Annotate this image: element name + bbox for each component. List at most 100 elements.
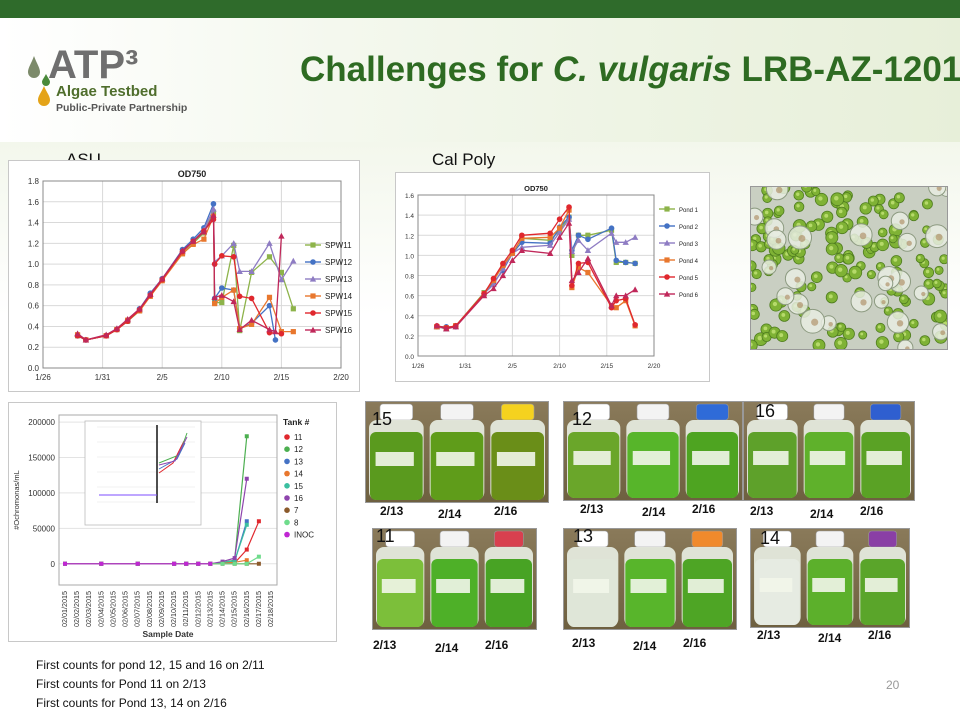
- bottle-date-label: 2/14: [438, 507, 462, 521]
- top-bar: [0, 0, 960, 18]
- title-tail: LRB-AZ-1201: [731, 50, 960, 89]
- data-point: [99, 561, 104, 566]
- data-point: [124, 315, 131, 322]
- algae-cell-highlight: [934, 280, 938, 285]
- data-point: [102, 331, 110, 338]
- algae-cell-highlight: [779, 333, 784, 338]
- legend-label: SPW14: [325, 292, 353, 301]
- algae-cell-highlight: [845, 255, 850, 260]
- algae-cell: [801, 187, 813, 193]
- legend-marker: [310, 310, 316, 316]
- x-tick-label: 02/04/2015: [96, 591, 105, 627]
- algae-cell-highlight: [876, 206, 880, 210]
- algae-cell-highlight: [893, 258, 898, 262]
- data-point: [509, 257, 516, 264]
- data-point: [248, 317, 255, 323]
- cell-inclusion: [828, 321, 833, 327]
- algae-cell-highlight: [815, 342, 821, 347]
- y-tick-label: 0.8: [405, 274, 414, 281]
- algae-cell-highlight: [890, 236, 894, 240]
- x-tick-label: 2/10: [214, 373, 230, 382]
- bottle-label-tape: [436, 579, 470, 593]
- algae-cell-highlight: [836, 255, 840, 259]
- data-point: [575, 264, 582, 271]
- data-point: [290, 257, 297, 264]
- algae-cell: [751, 339, 758, 349]
- data-point: [244, 522, 249, 527]
- algae-cell-highlight: [926, 281, 930, 285]
- data-point: [290, 306, 296, 312]
- legend-label: SPW16: [325, 326, 353, 335]
- data-point: [82, 336, 90, 343]
- data-point: [546, 250, 554, 256]
- data-point: [585, 236, 591, 243]
- y-tick-label: 50000: [33, 524, 56, 533]
- algae-cell-highlight: [844, 275, 848, 279]
- algae-cell-highlight: [754, 271, 758, 275]
- chart-title: OD750: [524, 184, 548, 193]
- legend-label: SPW11: [325, 241, 352, 250]
- y-tick-label: 1.6: [405, 193, 414, 200]
- x-tick-label: 02/02/2015: [72, 591, 81, 627]
- data-point: [220, 559, 225, 564]
- cell-inclusion: [881, 300, 886, 305]
- legend-label: SPW13: [325, 275, 353, 284]
- legend-label: Pond 5: [679, 276, 699, 282]
- algae-cell-highlight: [890, 200, 895, 205]
- algae-cell-highlight: [917, 256, 921, 259]
- data-point: [556, 216, 563, 222]
- bottle-date-label: 2/16: [692, 502, 716, 516]
- data-point: [632, 322, 638, 328]
- legend-title: Tank #: [283, 417, 310, 427]
- x-tick-label: 02/05/2015: [108, 591, 117, 627]
- data-point: [135, 561, 140, 566]
- bottle-label-tape: [573, 579, 610, 593]
- bottle-date-label: 2/14: [435, 641, 459, 655]
- y-tick-label: 0.2: [28, 343, 40, 352]
- data-point: [278, 232, 285, 239]
- bottle-label-tape: [381, 579, 416, 593]
- legend-label: SPW15: [325, 309, 353, 318]
- data-point: [575, 232, 582, 239]
- cell-inclusion: [899, 219, 905, 225]
- cell-inclusion: [906, 240, 912, 246]
- bottle-cap: [815, 530, 845, 548]
- data-point: [172, 561, 177, 566]
- legend-marker: [284, 495, 290, 501]
- algae-cell-highlight: [751, 242, 754, 247]
- bottle-label-tape: [687, 579, 724, 593]
- y-tick-label: 0: [51, 560, 56, 569]
- bottle-cap: [440, 403, 474, 421]
- cell-inclusion: [935, 233, 943, 241]
- legend-label: 14: [294, 470, 303, 479]
- data-point: [230, 240, 237, 246]
- x-tick-label: 02/13/2015: [205, 591, 214, 627]
- chart-calpoly: OD750 0.0 0.2 0.4 0.6 0.8 1.0 1.2 1.4 1.6 1/26 1/31…: [395, 172, 710, 382]
- algae-cell-highlight: [764, 195, 768, 199]
- legend-label: Pond 3: [679, 242, 699, 248]
- cell-inclusion: [775, 187, 783, 194]
- data-point: [212, 300, 218, 307]
- x-tick-label: 1/26: [412, 363, 425, 370]
- data-point: [518, 244, 526, 250]
- inset-chart: [84, 420, 202, 526]
- x-tick-label: 02/07/2015: [133, 591, 142, 627]
- legend-marker: [284, 531, 290, 538]
- bottles-image: [747, 403, 911, 498]
- algae-cell-highlight: [942, 291, 946, 295]
- logo-brand: ATP³: [48, 43, 138, 87]
- data-point: [244, 561, 249, 566]
- series-line: [65, 521, 260, 565]
- data-point: [518, 247, 526, 253]
- bottle-date-label: 2/13: [750, 504, 774, 518]
- bottle-date-label: 2/16: [868, 628, 892, 642]
- tank-number: 16: [755, 401, 776, 421]
- series-line: [77, 216, 294, 341]
- cell-inclusion: [940, 330, 946, 336]
- cell-inclusion: [794, 276, 801, 283]
- y-tick-label: 0.4: [405, 314, 414, 321]
- data-point: [236, 268, 243, 274]
- legend-marker: [284, 519, 290, 526]
- x-tick-label: 02/16/2015: [242, 591, 251, 627]
- algae-cell-highlight: [878, 264, 882, 268]
